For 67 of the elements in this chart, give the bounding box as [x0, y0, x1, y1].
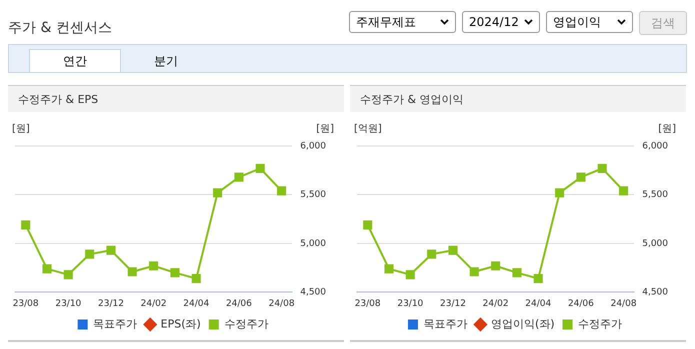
text: 영업이익 — [553, 14, 601, 30]
text: 주가 & 컨센서스 — [8, 19, 113, 37]
y2-tick-label: 6,000 — [300, 141, 326, 152]
point — [234, 172, 244, 182]
point — [21, 220, 30, 230]
point — [363, 220, 372, 230]
y2-axis-title: [원] — [316, 124, 334, 135]
y2-tick-label: 6,000 — [642, 141, 668, 152]
x-tick-label: 24/04 — [525, 298, 552, 309]
y2-tick-label: 4,500 — [642, 288, 668, 298]
point — [406, 270, 415, 280]
point — [576, 172, 586, 182]
chart-title: 수정주가 & 영업이익 — [350, 86, 686, 112]
point — [256, 164, 265, 173]
point — [85, 250, 94, 259]
x-tick-label: 24/06 — [226, 298, 252, 309]
legend-label: 수정주가 — [578, 317, 622, 330]
text: 연간 — [29, 49, 121, 72]
legend-label: 목표주가 — [93, 317, 138, 330]
y2-tick-label: 4,500 — [300, 288, 326, 298]
x-tick-label: 23/10 — [397, 298, 424, 309]
point — [192, 274, 201, 284]
x-tick-label: 24/04 — [183, 298, 210, 309]
x-tick-label: 24/08 — [610, 298, 637, 309]
x-tick-label: 23/10 — [55, 298, 82, 309]
y2-tick-label: 5,000 — [300, 238, 326, 249]
point — [128, 267, 137, 276]
text: 분기 — [153, 52, 179, 70]
point — [598, 164, 607, 173]
x-tick-label: 23/08 — [354, 298, 381, 309]
x-tick-label: 23/12 — [98, 298, 124, 309]
legend-label: 목표주가 — [423, 317, 468, 330]
point — [448, 246, 458, 255]
point — [170, 268, 180, 278]
legend-label: 영업이익(좌) — [490, 317, 555, 330]
legend-label: EPS(좌) — [160, 317, 201, 330]
text: 2024/12 — [469, 15, 519, 29]
x-tick-label: 24/08 — [268, 298, 295, 309]
point — [277, 186, 286, 196]
text: 주재무제표 — [356, 14, 416, 30]
point — [491, 261, 500, 270]
y2-axis-title: [원] — [658, 124, 676, 135]
y2-tick-label: 5,500 — [300, 190, 326, 200]
point — [149, 261, 158, 270]
text: 검색 — [639, 11, 687, 35]
x-tick-label: 24/02 — [482, 298, 509, 309]
point — [213, 188, 222, 198]
point — [512, 268, 522, 278]
y-axis-title: [원] — [12, 124, 30, 135]
x-tick-label: 23/12 — [440, 298, 466, 309]
legend-label: 수정주가 — [224, 317, 268, 330]
point — [470, 267, 479, 276]
x-tick-label: 23/08 — [12, 298, 39, 309]
point — [619, 186, 628, 196]
point — [64, 270, 73, 280]
point — [555, 188, 564, 198]
point — [427, 250, 436, 259]
chart-title: 수정주가 & EPS — [8, 86, 344, 112]
point — [534, 274, 543, 284]
y2-tick-label: 5,000 — [642, 238, 668, 249]
point — [384, 264, 394, 274]
x-tick-label: 24/02 — [140, 298, 167, 309]
y2-tick-label: 5,500 — [642, 190, 668, 200]
point — [106, 246, 116, 255]
x-tick-label: 24/06 — [568, 298, 594, 309]
point — [42, 264, 52, 274]
y-axis-title: [억원] — [354, 124, 382, 135]
